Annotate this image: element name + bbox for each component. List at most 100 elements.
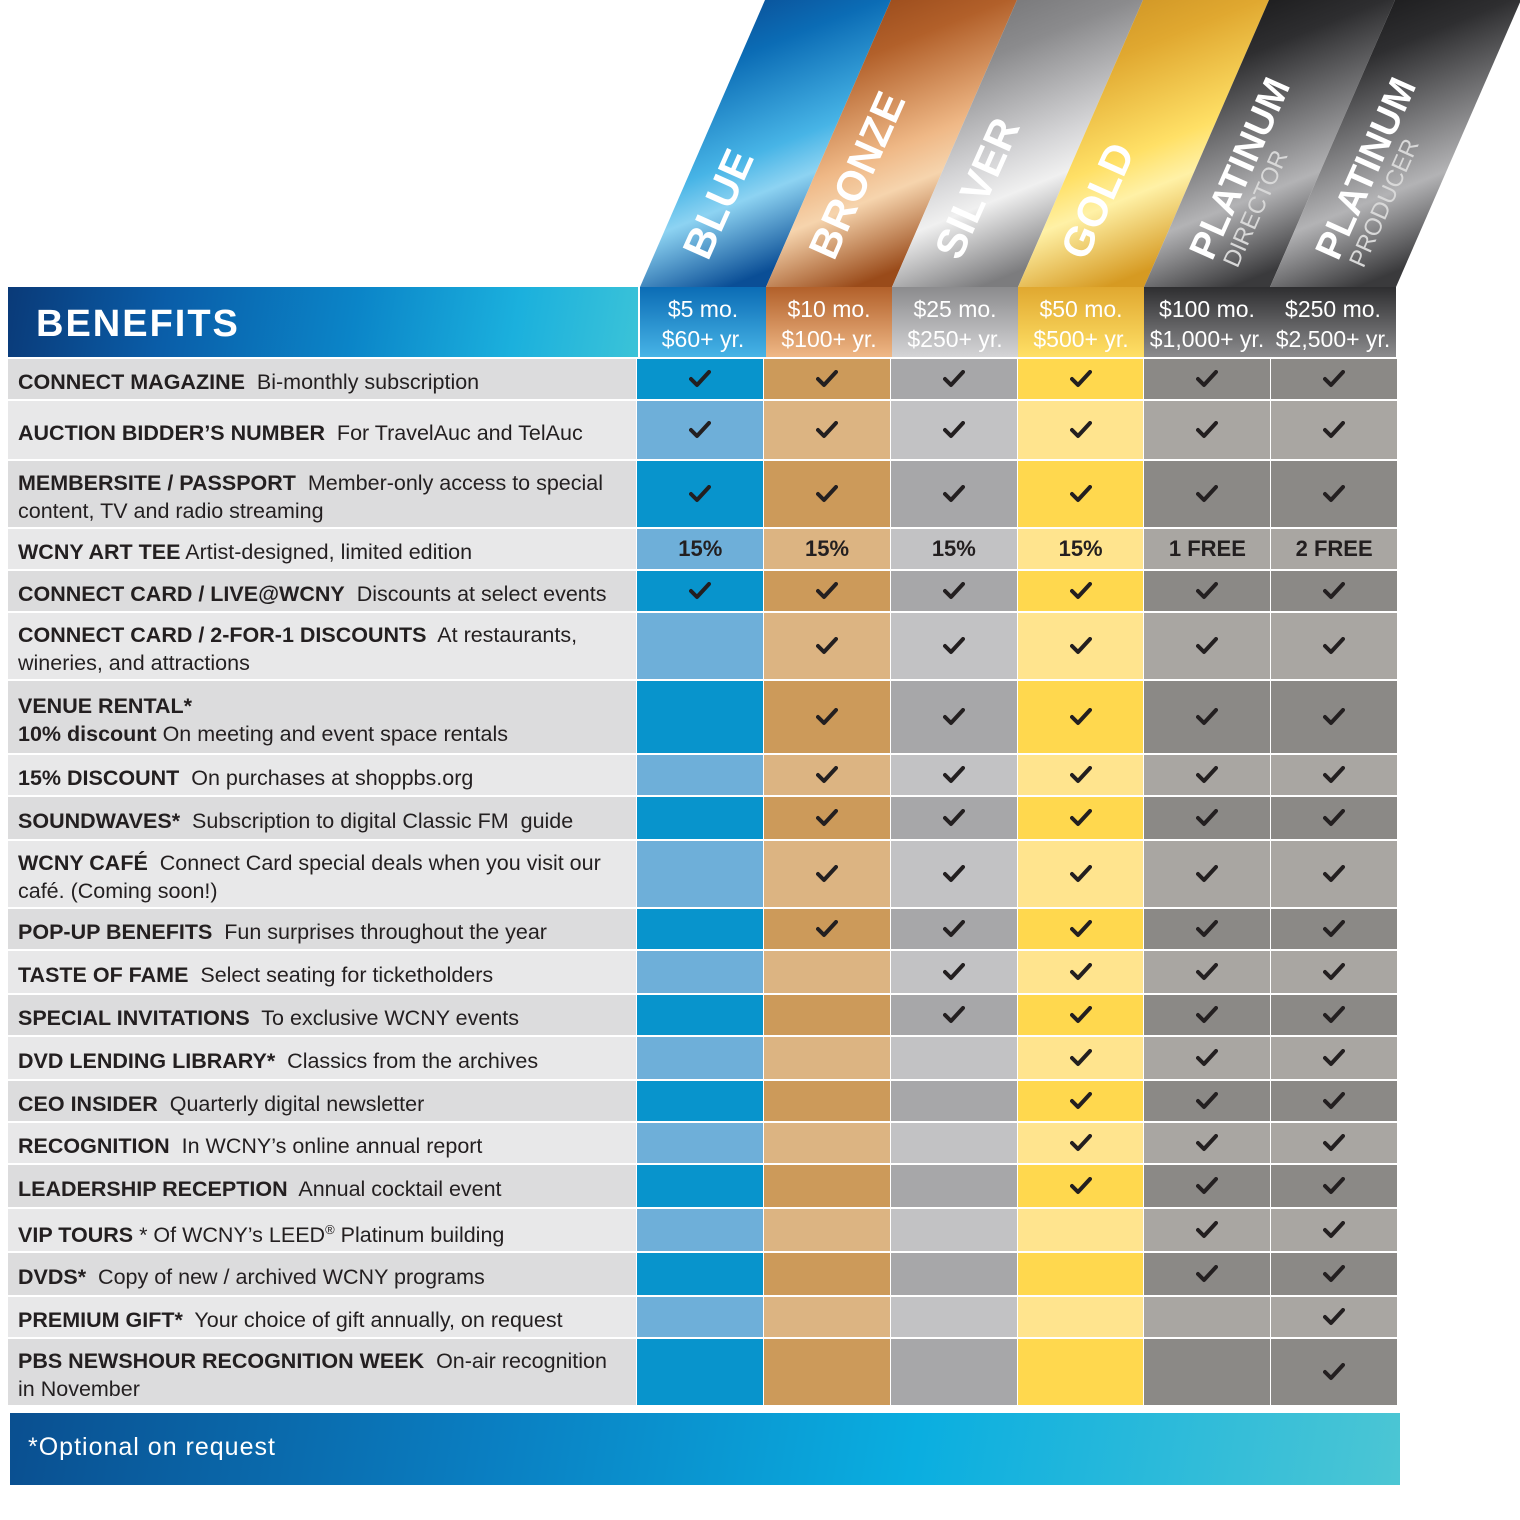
check-icon [1016, 909, 1144, 949]
benefit-description: Subscription to digital Classic FM guide [180, 809, 574, 833]
tier-yearly: $1,000+ yr. [1149, 326, 1265, 352]
check-icon [889, 401, 1017, 459]
empty-cell [1016, 1209, 1144, 1251]
empty-cell [763, 1037, 890, 1079]
benefit-description: At restaurants, wineries, and attraction… [18, 623, 584, 675]
check-icon [1270, 755, 1398, 795]
check-icon [889, 909, 1017, 949]
check-icon [1270, 359, 1398, 399]
table-row: WCNY ART TEE Artist-designed, limited ed… [8, 529, 1398, 571]
check-icon [1016, 755, 1144, 795]
check-icon [1143, 1037, 1271, 1079]
check-icon [1270, 1297, 1398, 1337]
benefit-description: Discounts at select events [344, 582, 607, 606]
benefits-title: BENEFITS [36, 303, 240, 345]
tier-value: 2 FREE [1270, 529, 1398, 569]
benefit-name: PBS NEWSHOUR RECOGNITION WEEK [18, 1349, 425, 1373]
check-icon [1270, 1339, 1398, 1405]
benefit-description: Bi-monthly subscription [244, 370, 480, 394]
tier-yearly: $100+ yr. [781, 326, 877, 352]
check-icon [1143, 1123, 1271, 1163]
benefit-label: CONNECT CARD / 2-FOR-1 DISCOUNTS At rest… [8, 613, 637, 679]
empty-cell [763, 1209, 890, 1251]
table-row: TASTE OF FAME Select seating for ticketh… [8, 951, 1398, 995]
empty-cell [889, 1209, 1017, 1251]
table-row: VENUE RENTAL* 10% discount On meeting and… [8, 681, 1398, 755]
tier-yearly: $60+ yr. [661, 326, 745, 352]
tier-value: 15% [636, 529, 764, 569]
check-icon [1143, 951, 1271, 993]
tier-price-2: $10 mo. $100+ yr. [766, 287, 892, 357]
benefit-description: Your choice of gift annually, on request [182, 1308, 563, 1332]
check-icon [1143, 461, 1271, 527]
check-icon [889, 951, 1017, 993]
empty-cell [763, 1253, 890, 1295]
check-icon [763, 461, 890, 527]
check-icon [1143, 1209, 1271, 1251]
empty-cell [763, 1297, 890, 1337]
empty-cell [889, 1297, 1017, 1337]
benefit-description: For TravelAuc and TelAuc [324, 421, 583, 445]
check-icon [1143, 841, 1271, 907]
benefit-name: DVD LENDING LIBRARY* [18, 1049, 276, 1073]
empty-cell [636, 1165, 764, 1207]
empty-cell [889, 1081, 1017, 1121]
benefit-name: CEO INSIDER [18, 1092, 158, 1116]
benefit-label: VENUE RENTAL* 10% discount On meeting and… [8, 681, 637, 753]
empty-cell [636, 1123, 764, 1163]
tier-value: 15% [763, 529, 890, 569]
check-icon [636, 571, 764, 611]
benefits-header: BENEFITS [8, 287, 638, 357]
benefit-name: VENUE RENTAL* [18, 694, 193, 718]
table-row: POP-UP BENEFITS Fun surprises throughout… [8, 909, 1398, 951]
benefit-label: 15% DISCOUNT On purchases at shoppbs.org [8, 755, 637, 795]
check-icon [763, 359, 890, 399]
empty-cell [763, 951, 890, 993]
benefit-label: LEADERSHIP RECEPTION Annual cocktail eve… [8, 1165, 637, 1207]
check-icon [1143, 1081, 1271, 1121]
benefit-description: On-air recognition in November [18, 1349, 613, 1401]
benefit-name: TASTE OF FAME [18, 963, 189, 987]
benefit-label: DVDS* Copy of new / archived WCNY progra… [8, 1253, 637, 1295]
benefit-description: Fun surprises throughout the year [212, 920, 547, 944]
check-icon [1270, 1123, 1398, 1163]
check-icon [763, 613, 890, 679]
benefit-name: CONNECT CARD / LIVE@WCNY [18, 582, 345, 606]
check-icon [763, 571, 890, 611]
check-icon [1016, 401, 1144, 459]
check-icon [763, 401, 890, 459]
check-icon [1143, 613, 1271, 679]
check-icon [1016, 461, 1144, 527]
footnote: *Optional on request [28, 1433, 276, 1461]
check-icon [1143, 797, 1271, 839]
check-icon [1270, 613, 1398, 679]
check-icon [1270, 461, 1398, 527]
tier-price-6: $250 mo. $2,500+ yr. [1270, 287, 1396, 357]
benefit-label: MEMBERSITE / PASSPORT Member-only access… [8, 461, 637, 527]
benefit-name: LEADERSHIP RECEPTION [18, 1177, 288, 1201]
table-row: SPECIAL INVITATIONS To exclusive WCNY ev… [8, 995, 1398, 1037]
check-icon [1016, 995, 1144, 1035]
benefit-label: AUCTION BIDDER’S NUMBER For TravelAuc an… [8, 401, 637, 459]
check-icon [889, 995, 1017, 1035]
benefit-label: CEO INSIDER Quarterly digital newsletter [8, 1081, 637, 1121]
benefit-description: In WCNY’s online annual report [169, 1134, 483, 1158]
table-row: CEO INSIDER Quarterly digital newsletter [8, 1081, 1398, 1123]
benefit-label: POP-UP BENEFITS Fun surprises throughout… [8, 909, 637, 949]
tier-ribbon-6 [1270, 0, 1520, 287]
footer-bar: *Optional on request [10, 1413, 1400, 1485]
table-row: PBS NEWSHOUR RECOGNITION WEEK On-air rec… [8, 1339, 1398, 1407]
check-icon [1143, 359, 1271, 399]
empty-cell [1143, 1297, 1271, 1337]
benefit-name-secondary: 10% discount [18, 722, 157, 746]
tier-monthly: $25 mo. [913, 296, 997, 322]
benefit-name: WCNY CAFÉ [18, 851, 148, 875]
tier-ribbon-5 [1144, 0, 1395, 287]
check-icon [763, 755, 890, 795]
tier-price-1: $5 mo. $60+ yr. [640, 287, 766, 357]
benefit-description: Copy of new / archived WCNY programs [86, 1265, 485, 1289]
table-row: RECOGNITION In WCNY’s online annual repo… [8, 1123, 1398, 1165]
tier-yearly: $2,500+ yr. [1275, 326, 1391, 352]
empty-cell [763, 1339, 890, 1405]
